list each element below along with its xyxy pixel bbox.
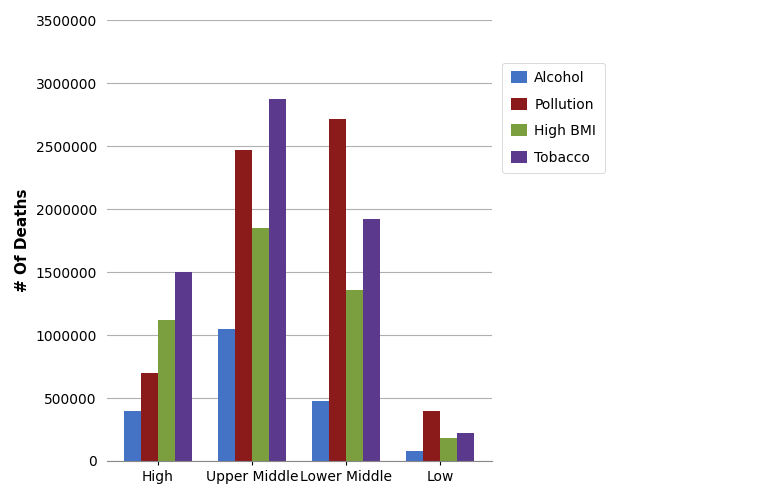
Bar [252,228,269,461]
Bar [269,98,286,461]
Bar [218,329,235,461]
Bar [457,433,474,461]
Legend: Alcohol, Pollution, High BMI, Tobacco: Alcohol, Pollution, High BMI, Tobacco [503,63,605,173]
Bar [158,320,175,461]
Bar [423,411,440,461]
Bar [312,401,329,461]
Bar [346,290,363,461]
Bar [235,150,252,461]
Bar [175,272,192,461]
Bar [440,438,457,461]
Bar [141,373,158,461]
Bar [329,119,346,461]
Bar [363,220,380,461]
Bar [124,411,141,461]
Y-axis label: # Of Deaths: # Of Deaths [15,189,30,292]
Bar [406,451,423,461]
